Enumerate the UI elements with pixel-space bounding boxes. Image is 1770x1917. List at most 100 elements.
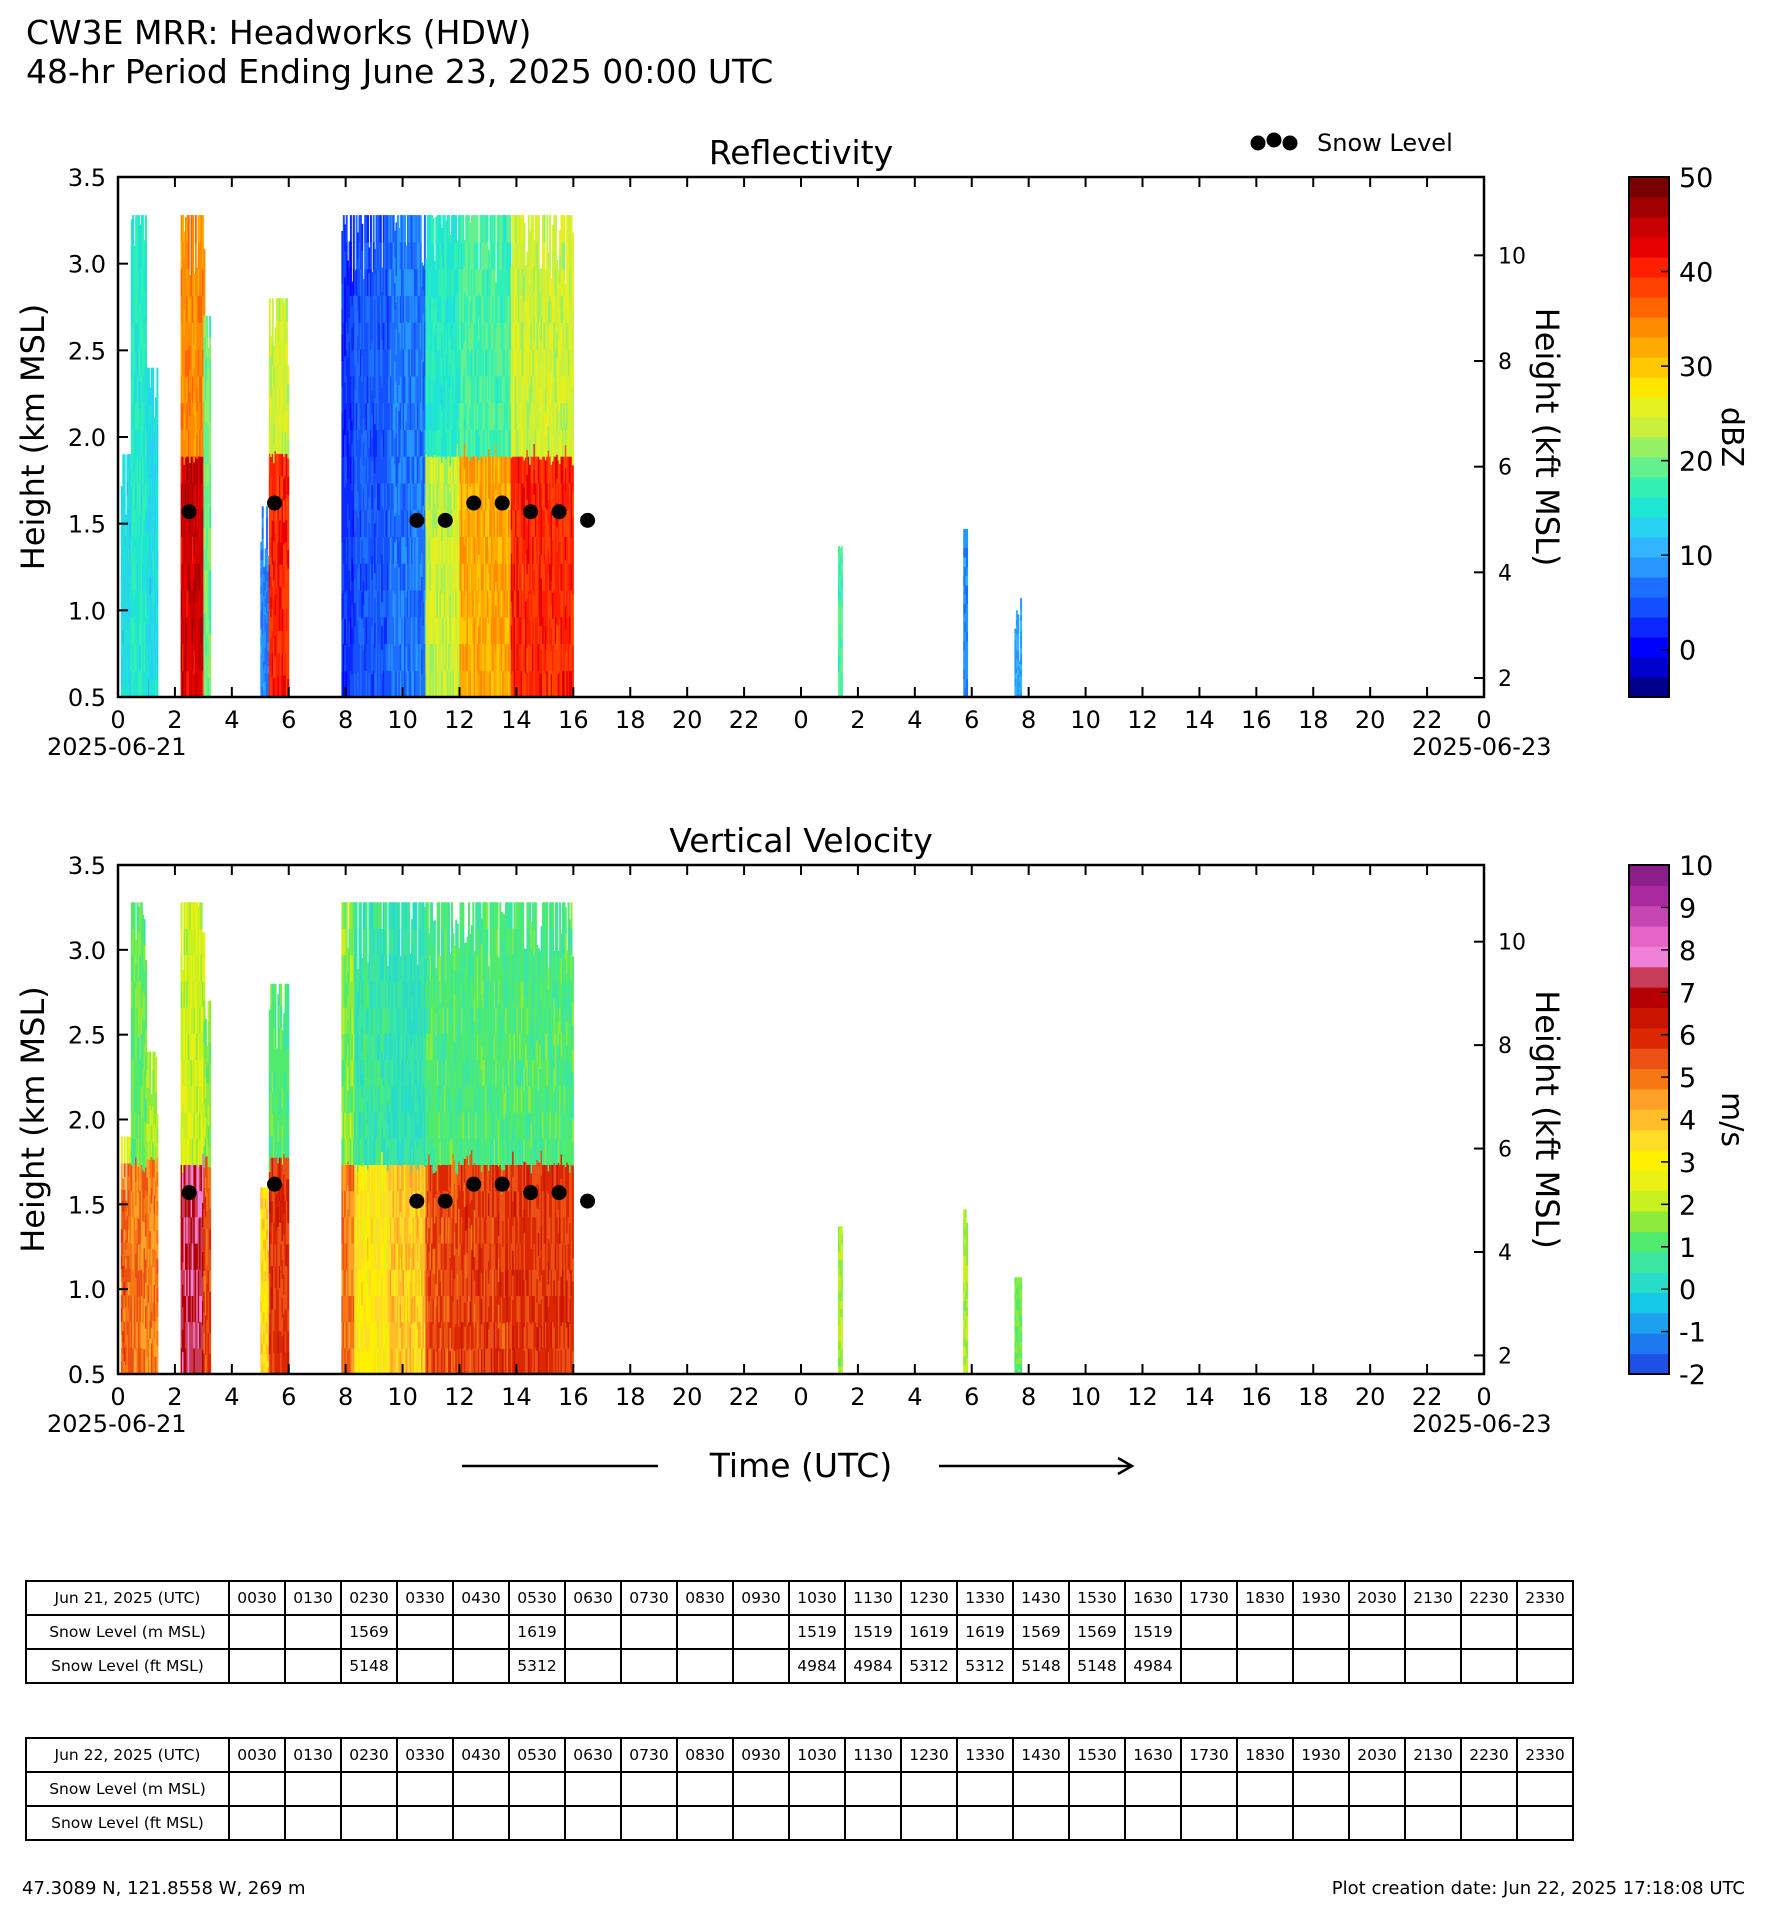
table-time-header: 2230: [1460, 1737, 1518, 1773]
table-cell: [732, 1648, 790, 1684]
x-tick-label: 10: [1070, 1383, 1101, 1411]
table-cell: [900, 1771, 958, 1807]
table-cell: [1124, 1771, 1182, 1807]
table-cell: 5148: [1068, 1648, 1126, 1684]
panel-title: Vertical Velocity: [669, 821, 932, 860]
table-time-header: 0130: [284, 1737, 342, 1773]
snow-level-point: [409, 512, 425, 528]
snow-level-point: [494, 495, 510, 511]
y-right-tick-label: 2: [1498, 1344, 1512, 1369]
table-time-header: 1130: [844, 1580, 902, 1616]
snow-level-point: [551, 504, 567, 520]
table-time-header: 0830: [676, 1580, 734, 1616]
panel-vertical-velocity: Vertical Velocity 0.5 1.0 1.5 2.0 2.5 3.0 3.5 2 4…: [14, 821, 1749, 1438]
table-cell: 1569: [1068, 1614, 1126, 1650]
colorbar-tick-label: 30: [1679, 352, 1713, 383]
arrow-head: [1117, 1456, 1135, 1476]
table-cell: [676, 1771, 734, 1807]
x-tick-label: 8: [1021, 1383, 1036, 1411]
table-cell: [1516, 1805, 1574, 1841]
table-time-header: 1730: [1180, 1580, 1238, 1616]
x-tick-label: 14: [1184, 706, 1215, 734]
table-row-label: Snow Level (ft MSL): [25, 1648, 230, 1684]
table-cell: 1519: [844, 1614, 902, 1650]
table-cell: [1292, 1771, 1350, 1807]
table-cell: [564, 1648, 622, 1684]
x-tick-label: 16: [1241, 1383, 1272, 1411]
table-cell: 1519: [788, 1614, 846, 1650]
table-cell: [1292, 1614, 1350, 1650]
x-tick-label: 10: [387, 706, 418, 734]
table-cell: [788, 1805, 846, 1841]
table-cell: [396, 1614, 454, 1650]
table-cell: [1348, 1805, 1406, 1841]
colorbar-tick-label: 1: [1679, 1233, 1696, 1264]
panel-reflectivity: Reflectivity 0.5 1.0 1.5 2.0 2.5 3.0 3.5 2 4 6 8 10 H…: [14, 133, 1749, 761]
colorbar-tick-label: 0: [1679, 1275, 1696, 1306]
x-tick-label: 0: [1476, 1383, 1491, 1411]
x-tick-label: 20: [1355, 706, 1386, 734]
table-time-header: 0230: [340, 1580, 398, 1616]
y-tick-label: 3.5: [68, 852, 106, 880]
y-right-tick-label: 6: [1498, 456, 1512, 481]
snow-level-point: [466, 495, 482, 511]
table-time-header: 0930: [732, 1737, 790, 1773]
table-time-header: 2130: [1404, 1737, 1462, 1773]
y-right-tick-label: 8: [1498, 350, 1512, 375]
table-cell: [1460, 1648, 1518, 1684]
table-cell: [340, 1805, 398, 1841]
y-right-tick-label: 6: [1498, 1138, 1512, 1163]
table-cell: [1124, 1805, 1182, 1841]
y-right-tick-label: 4: [1498, 561, 1512, 586]
x-start-date: 2025-06-21: [47, 1410, 186, 1438]
colorbar-tick-label: 7: [1679, 978, 1696, 1009]
table-time-header: 1730: [1180, 1737, 1238, 1773]
y-tick-label: 3.5: [68, 164, 106, 192]
table-time-header: 0430: [452, 1580, 510, 1616]
echo-field: [120, 215, 1023, 698]
snow-level-point: [523, 504, 539, 520]
legend-label: Snow Level: [1317, 129, 1453, 157]
table-time-header: 2030: [1348, 1737, 1406, 1773]
colorbar-tick-label: 0: [1679, 636, 1696, 667]
table-cell: [228, 1771, 286, 1807]
x-tick-label: 20: [672, 706, 703, 734]
x-tick-label: 10: [387, 1383, 418, 1411]
table-time-header: 1230: [900, 1580, 958, 1616]
table-time-header: 1030: [788, 1580, 846, 1616]
table-cell: [1348, 1614, 1406, 1650]
y-tick-label: 0.5: [68, 684, 106, 712]
colorbar-tick-label: 10: [1679, 541, 1713, 572]
table-time-header: 1830: [1236, 1580, 1294, 1616]
table-cell: 4984: [844, 1648, 902, 1684]
table-cell: [1404, 1614, 1462, 1650]
table-time-header: 0030: [228, 1580, 286, 1616]
table-cell: [564, 1805, 622, 1841]
snow-level-point: [580, 512, 596, 528]
table-cell: 5312: [956, 1648, 1014, 1684]
table-cell: [844, 1805, 902, 1841]
table-cell: [1068, 1771, 1126, 1807]
table-cell: [1180, 1614, 1238, 1650]
table-row-label: Snow Level (ft MSL): [25, 1805, 230, 1841]
x-tick-label: 4: [224, 1383, 239, 1411]
x-tick-label: 2: [850, 1383, 865, 1411]
table-time-header: 0030: [228, 1737, 286, 1773]
table-cell: [620, 1614, 678, 1650]
snow-level-point: [409, 1193, 425, 1209]
table-time-header: 0230: [340, 1737, 398, 1773]
colorbar-tick-label: 2: [1679, 1190, 1696, 1221]
plot-creation-date: Plot creation date: Jun 22, 2025 17:18:0…: [1331, 1878, 1745, 1899]
x-tick-label: 2: [167, 1383, 182, 1411]
colorbar-tick-label: 8: [1679, 936, 1696, 967]
snow-level-point: [267, 1176, 283, 1192]
y-tick-label: 2.0: [68, 1107, 106, 1135]
table-time-header: 0530: [508, 1737, 566, 1773]
table-cell: 1569: [340, 1614, 398, 1650]
x-tick-label: 8: [1021, 706, 1036, 734]
snow-level-point: [580, 1193, 596, 1209]
table-cell: [1012, 1771, 1070, 1807]
table-cell: [732, 1771, 790, 1807]
table-time-header: 0930: [732, 1580, 790, 1616]
table-cell: [396, 1771, 454, 1807]
